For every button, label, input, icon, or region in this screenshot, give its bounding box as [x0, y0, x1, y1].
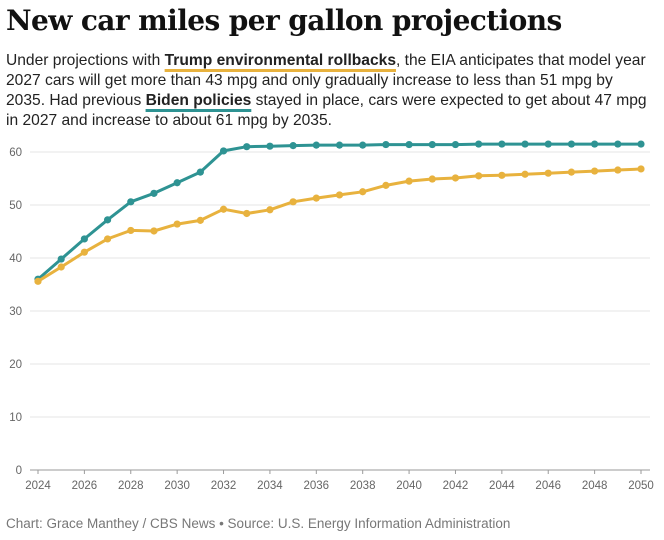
data-point-trump-environmental-rollbacks-2025	[57, 263, 65, 271]
data-point-biden-policies-2039	[382, 140, 390, 149]
series-biden-policies	[34, 140, 645, 283]
data-point-trump-environmental-rollbacks-2041	[428, 175, 436, 183]
x-tick-label-2030: 2030	[164, 480, 190, 492]
data-point-biden-policies-2043	[475, 140, 483, 148]
data-point-trump-environmental-rollbacks-2035	[289, 198, 297, 206]
data-point-trump-environmental-rollbacks-2030	[173, 220, 181, 228]
data-point-biden-policies-2033	[243, 143, 251, 151]
data-point-biden-policies-2029	[150, 189, 158, 197]
data-point-biden-policies-2047	[567, 140, 576, 148]
data-point-trump-environmental-rollbacks-2027	[103, 235, 112, 243]
series-trump-environmental-rollbacks	[34, 165, 645, 285]
data-point-biden-policies-2031	[196, 168, 204, 176]
data-point-trump-environmental-rollbacks-2031	[196, 216, 204, 224]
data-point-biden-policies-2035	[289, 142, 297, 150]
data-point-biden-policies-2050	[637, 140, 645, 148]
data-point-trump-environmental-rollbacks-2049	[614, 166, 622, 174]
x-tick-label-2036: 2036	[304, 480, 330, 492]
series-lines	[34, 140, 645, 285]
y-tick-label-10: 10	[9, 412, 22, 424]
data-point-trump-environmental-rollbacks-2043	[475, 172, 483, 180]
x-tick-label-2026: 2026	[72, 480, 98, 492]
data-point-biden-policies-2041	[428, 140, 436, 149]
data-point-trump-environmental-rollbacks-2036	[312, 194, 320, 202]
data-point-biden-policies-2032	[219, 147, 228, 155]
x-tick-label-2034: 2034	[257, 480, 283, 492]
data-point-trump-environmental-rollbacks-2048	[591, 167, 599, 175]
data-point-trump-environmental-rollbacks-2042	[451, 174, 460, 182]
data-point-biden-policies-2044	[498, 140, 506, 148]
trump-series-label: Trump environmental rollbacks	[164, 52, 396, 69]
data-point-trump-environmental-rollbacks-2038	[359, 188, 367, 196]
data-point-trump-environmental-rollbacks-2045	[521, 170, 529, 178]
data-point-biden-policies-2042	[451, 140, 460, 149]
data-point-biden-policies-2030	[173, 179, 181, 187]
y-tick-label-40: 40	[9, 253, 22, 265]
y-tick-label-20: 20	[9, 359, 22, 371]
x-tick-label-2038: 2038	[350, 480, 376, 492]
series-line-trump-environmental-rollbacks	[36, 167, 643, 283]
data-point-biden-policies-2028	[127, 198, 135, 206]
subtitle-text-part-3: stayed in place, cars were expected to g…	[6, 92, 647, 129]
x-tick-label-2048: 2048	[582, 480, 608, 492]
y-tick-label-50: 50	[9, 200, 22, 212]
x-tick-label-2050: 2050	[628, 480, 654, 492]
data-point-trump-environmental-rollbacks-2032	[219, 205, 228, 213]
data-point-trump-environmental-rollbacks-2026	[80, 248, 88, 256]
series-line-biden-policies	[36, 142, 643, 281]
x-tick-label-2032: 2032	[211, 480, 237, 492]
data-point-biden-policies-2026	[80, 235, 88, 243]
data-point-trump-environmental-rollbacks-2050	[637, 165, 645, 173]
x-tick-label-2046: 2046	[535, 480, 561, 492]
data-point-trump-environmental-rollbacks-2037	[335, 191, 344, 199]
y-axis-ticks: 0 10 20 30 40 50 60	[9, 147, 22, 477]
data-point-biden-policies-2025	[57, 255, 65, 263]
data-point-trump-environmental-rollbacks-2029	[150, 227, 158, 235]
x-tick-label-2044: 2044	[489, 480, 515, 492]
data-point-biden-policies-2037	[335, 141, 344, 149]
biden-series-label: Biden policies	[145, 92, 252, 109]
data-point-biden-policies-2027	[103, 216, 112, 224]
x-tick-label-2028: 2028	[118, 480, 144, 492]
data-point-biden-policies-2048	[591, 140, 599, 148]
data-point-biden-policies-2038	[359, 141, 367, 149]
chart-subtitle: Under projections with Trump environment…	[6, 51, 656, 131]
data-point-trump-environmental-rollbacks-2044	[498, 171, 506, 179]
data-point-biden-policies-2040	[405, 140, 413, 149]
data-point-biden-policies-2046	[544, 140, 552, 148]
chart-title: New car miles per gallon projections	[6, 4, 562, 37]
subtitle-text-part-1: Under projections with	[6, 52, 165, 69]
x-tick-label-2042: 2042	[443, 480, 469, 492]
gridlines	[30, 151, 650, 471]
x-axis-ticks: 2024 2026 2028 2030 2032 2034 2036 2038 2040 2042…	[25, 470, 654, 492]
data-point-trump-environmental-rollbacks-2046	[544, 169, 552, 177]
chart-credit: Chart: Grace Manthey / CBS News • Source…	[6, 516, 511, 531]
y-tick-label-0: 0	[16, 465, 22, 477]
y-tick-label-60: 60	[9, 147, 22, 159]
y-tick-label-30: 30	[9, 306, 22, 318]
data-point-biden-policies-2036	[312, 141, 320, 149]
data-point-trump-environmental-rollbacks-2028	[127, 226, 135, 235]
data-point-biden-policies-2045	[521, 140, 529, 148]
x-tick-label-2024: 2024	[25, 480, 51, 492]
data-point-trump-environmental-rollbacks-2034	[266, 206, 274, 214]
x-tick-label-2040: 2040	[396, 480, 422, 492]
data-point-biden-policies-2049	[614, 140, 622, 148]
data-point-biden-policies-2034	[266, 142, 274, 150]
data-point-trump-environmental-rollbacks-2039	[382, 181, 390, 189]
data-point-trump-environmental-rollbacks-2040	[405, 177, 413, 185]
data-point-trump-environmental-rollbacks-2024	[34, 277, 42, 285]
subtitle-text-part-2: , the EIA anticipates that model year 20…	[6, 52, 646, 109]
data-point-trump-environmental-rollbacks-2047	[567, 168, 576, 176]
data-point-trump-environmental-rollbacks-2033	[243, 209, 251, 218]
